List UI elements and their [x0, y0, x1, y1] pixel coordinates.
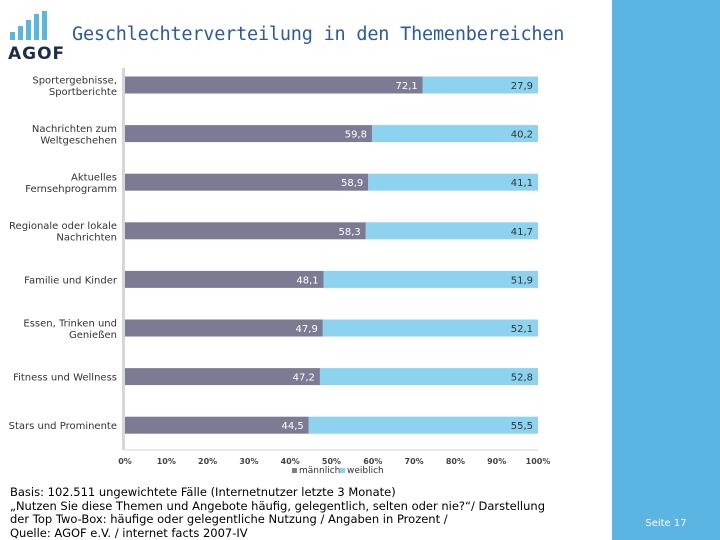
logo-text: AGOF — [8, 44, 66, 64]
value-label-weiblich: 51,9 — [511, 275, 533, 286]
bar-weiblich — [322, 319, 538, 337]
footer-line: Quelle: AGOF e.V. / internet facts 2007-… — [10, 525, 248, 540]
bar-maennlich — [125, 368, 320, 386]
footer-note: Basis: 102.511 ungewichtete Fälle (Inter… — [10, 485, 605, 540]
value-label-weiblich: 40,2 — [511, 130, 533, 141]
bar-weiblich — [422, 76, 538, 94]
category-label: Essen, Trinken und — [23, 318, 117, 329]
category-label: Regionale oder lokale — [9, 221, 117, 232]
x-tick-label: 90% — [487, 457, 506, 466]
bar-weiblich — [323, 270, 538, 288]
value-label-maennlich: 58,9 — [341, 178, 363, 189]
value-label-maennlich: 48,1 — [296, 275, 318, 286]
value-label-weiblich: 41,1 — [511, 178, 533, 189]
category-label: Weltgeschehen — [40, 135, 117, 146]
stacked-bar-chart: 0% 10% 20% 30% 40% 50% 60% 70% 80% 90% 100% 72,1 27,… — [9, 68, 551, 476]
value-label-weiblich: 55,5 — [511, 421, 533, 432]
category-label: Stars und Prominente — [9, 421, 117, 432]
category-label: Aktuelles — [71, 172, 117, 183]
x-tick-label: 0% — [118, 457, 132, 466]
value-label-maennlich: 44,5 — [282, 421, 304, 432]
value-label-weiblich: 52,1 — [511, 324, 533, 335]
x-tick-label: 30% — [239, 457, 258, 466]
page-title: Geschlechterverteilung in den Themenbere… — [72, 24, 565, 45]
x-tick-label: 40% — [281, 457, 300, 466]
x-tick-label: 50% — [322, 457, 341, 466]
x-tick-label: 100% — [526, 457, 551, 466]
sidebar-panel: Seite 17 — [612, 0, 720, 540]
legend-label-weiblich: weiblich — [347, 466, 384, 476]
bar-maennlich — [125, 270, 324, 288]
bar-weiblich — [319, 368, 538, 386]
category-label: Fitness und Wellness — [13, 373, 117, 384]
bar-weiblich — [371, 125, 538, 143]
category-label: Familie und Kinder — [24, 275, 118, 286]
category-label: Nachrichten — [56, 233, 117, 244]
bar-weiblich — [308, 416, 538, 434]
legend-swatch-maennlich — [292, 468, 297, 473]
value-label-maennlich: 59,8 — [345, 130, 367, 141]
agof-logo: AGOF — [8, 10, 68, 64]
footer-line: der Top Two-Box: häufige oder gelegentli… — [10, 512, 448, 526]
bar-maennlich — [125, 76, 423, 94]
value-label-maennlich: 47,2 — [293, 373, 315, 384]
legend-label-maennlich: männlich — [299, 466, 340, 476]
x-tick-label: 10% — [157, 457, 176, 466]
bar-maennlich — [125, 173, 369, 191]
category-label: Nachrichten zum — [32, 124, 117, 135]
footer-line: Basis: 102.511 ungewichtete Fälle (Inter… — [10, 485, 396, 499]
x-tick-label: 80% — [446, 457, 465, 466]
value-label-maennlich: 47,9 — [296, 324, 318, 335]
footer-line: „Nutzen Sie diese Themen und Angebote hä… — [10, 498, 545, 513]
x-tick-label: 70% — [405, 457, 424, 466]
value-label-maennlich: 72,1 — [396, 81, 418, 92]
bar-weiblich — [368, 173, 538, 191]
logo-bars-icon — [10, 11, 47, 40]
category-label: Fernsehprogramm — [25, 184, 117, 195]
legend-swatch-weiblich — [340, 468, 345, 473]
category-label: Sportergebnisse, — [32, 75, 117, 86]
bar-maennlich — [125, 125, 372, 143]
x-tick-label: 60% — [363, 457, 382, 466]
value-label-maennlich: 58,3 — [339, 227, 361, 238]
bar-weiblich — [365, 222, 538, 240]
value-label-weiblich: 52,8 — [511, 373, 533, 384]
bar-maennlich — [125, 416, 309, 434]
bar-maennlich — [125, 222, 366, 240]
value-label-weiblich: 27,9 — [511, 81, 533, 92]
x-tick-label: 20% — [198, 457, 217, 466]
bar-maennlich — [125, 319, 323, 337]
y-axis-line — [122, 68, 125, 450]
value-label-weiblich: 41,7 — [511, 227, 533, 238]
category-label: Genießen — [69, 330, 117, 341]
category-label: Sportberichte — [49, 87, 117, 98]
page-number: Seite 17 — [645, 518, 687, 529]
